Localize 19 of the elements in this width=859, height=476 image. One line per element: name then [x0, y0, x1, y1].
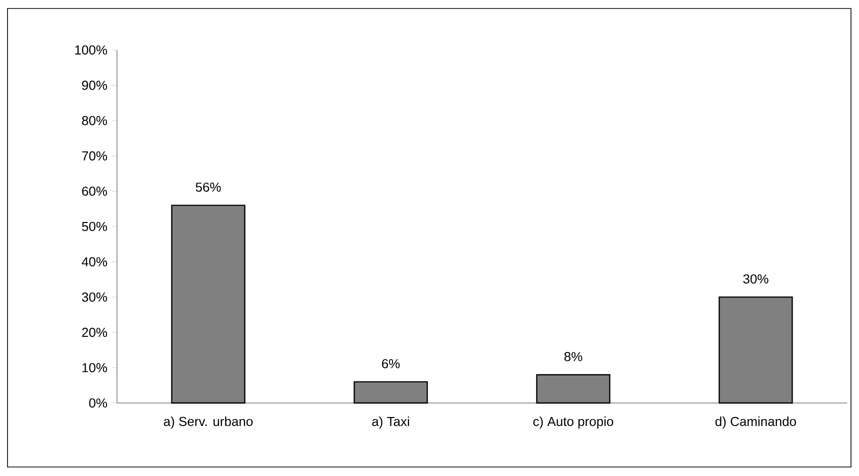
x-tick-label: c) Auto propio	[533, 416, 614, 429]
x-tick-label: d) Caminando	[715, 416, 796, 429]
y-tick-label: 100%	[75, 45, 108, 55]
y-tick-label: 10%	[82, 363, 108, 372]
y-tick-label: 20%	[82, 328, 108, 337]
y-tick-label: 30%	[82, 292, 108, 302]
y-tick-label: 60%	[82, 186, 108, 196]
data-label: 56%	[196, 182, 221, 192]
y-tick-label: 40%	[82, 257, 108, 266]
x-tick-label: a) Serv. urbano	[164, 416, 253, 429]
y-tick-label: 90%	[82, 80, 108, 90]
y-tick-label: 80%	[82, 116, 108, 126]
y-tick-label: 70%	[82, 151, 108, 160]
data-label: 8%	[564, 352, 582, 362]
data-label: 6%	[382, 359, 400, 368]
data-label: 30%	[743, 274, 768, 284]
x-tick-label: a) Taxi	[372, 416, 410, 429]
y-tick-label: 0%	[89, 398, 108, 408]
y-tick-label: 50%	[82, 222, 108, 232]
